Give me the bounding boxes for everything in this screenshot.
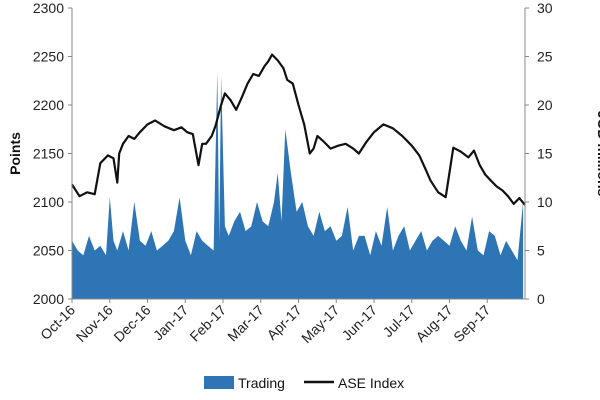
- left-y-tick-label: 2300: [33, 0, 64, 16]
- left-y-tick-label: 2200: [33, 97, 64, 113]
- left-y-tick-label: 2100: [33, 194, 64, 210]
- ase-index-line-series: [71, 53, 526, 206]
- left-y-tick-label: 2000: [33, 291, 64, 307]
- right-axis-title: JOD millions: [595, 111, 600, 197]
- trading-area-layer: [72, 71, 524, 299]
- legend-swatch-trading: [204, 376, 234, 389]
- left-y-tick-label: 2050: [33, 243, 64, 259]
- right-y-tick-label: 0: [537, 291, 545, 307]
- legend-label-trading: Trading: [238, 375, 285, 391]
- trading-area-series: [72, 71, 524, 299]
- right-y-tick-label: 10: [537, 194, 553, 210]
- left-y-tick-label: 2150: [33, 146, 64, 162]
- ase-index-line-layer: [71, 53, 526, 206]
- legend-label-ase-index: ASE Index: [338, 375, 404, 391]
- left-y-tick-label: 2250: [33, 49, 64, 65]
- right-y-tick-label: 15: [537, 146, 553, 162]
- left-axis-title: Points: [7, 132, 23, 175]
- right-y-tick-label: 25: [537, 49, 553, 65]
- right-y-tick-label: 30: [537, 0, 553, 16]
- right-y-tick-label: 20: [537, 97, 553, 113]
- right-y-tick-label: 5: [537, 243, 545, 259]
- legend: Trading ASE Index: [204, 375, 404, 391]
